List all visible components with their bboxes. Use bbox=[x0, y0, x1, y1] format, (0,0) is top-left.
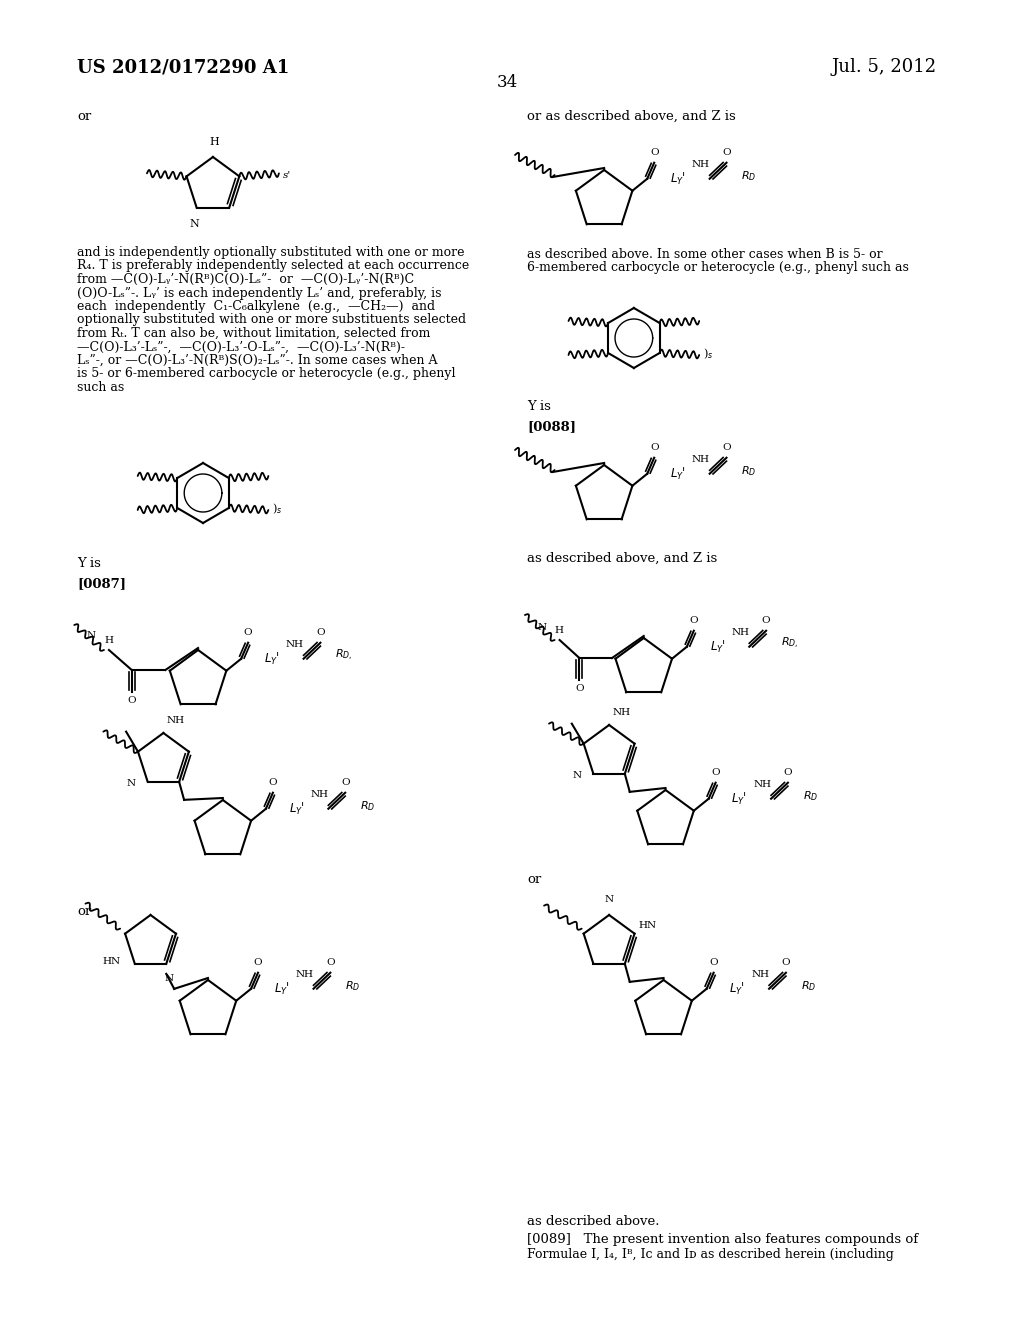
Text: H: H bbox=[555, 626, 563, 635]
Text: and is independently optionally substituted with one or more: and is independently optionally substitu… bbox=[77, 246, 465, 259]
Text: N: N bbox=[165, 974, 174, 983]
Text: $L_Y$': $L_Y$' bbox=[264, 651, 280, 667]
Text: NH: NH bbox=[612, 708, 630, 717]
Text: s': s' bbox=[283, 170, 291, 180]
Text: O: O bbox=[326, 958, 335, 966]
Text: O: O bbox=[575, 684, 584, 693]
Text: N: N bbox=[754, 780, 762, 789]
Text: O: O bbox=[783, 768, 793, 776]
Text: N: N bbox=[87, 631, 96, 640]
Text: $R_D$: $R_D$ bbox=[345, 979, 360, 993]
Text: $L_Y$': $L_Y$' bbox=[670, 170, 686, 186]
Text: $L_Y$': $L_Y$' bbox=[273, 981, 290, 997]
Text: H: H bbox=[699, 160, 709, 169]
Text: from Rₜ. T can also be, without limitation, selected from: from Rₜ. T can also be, without limitati… bbox=[77, 327, 431, 341]
Text: N: N bbox=[731, 628, 740, 636]
Text: or: or bbox=[77, 110, 91, 123]
Text: (O)O-Lₛ”-. Lᵧ’ is each independently Lₛ’ and, preferably, is: (O)O-Lₛ”-. Lᵧ’ is each independently Lₛ’… bbox=[77, 286, 441, 300]
Text: O: O bbox=[710, 958, 718, 966]
Text: $L_Y$': $L_Y$' bbox=[670, 466, 686, 482]
Text: each  independently  C₁-C₆alkylene  (e.g.,  —CH₂—)  and: each independently C₁-C₆alkylene (e.g., … bbox=[77, 300, 435, 313]
Text: 34: 34 bbox=[497, 74, 518, 91]
Text: as described above, and Z is: as described above, and Z is bbox=[527, 552, 717, 565]
Text: O: O bbox=[127, 696, 136, 705]
Text: Y is: Y is bbox=[527, 400, 551, 413]
Text: O: O bbox=[341, 777, 349, 787]
Text: $R_D$: $R_D$ bbox=[741, 169, 757, 182]
Text: [0088]: [0088] bbox=[527, 420, 575, 433]
Text: N: N bbox=[310, 789, 319, 799]
Text: or: or bbox=[77, 906, 91, 917]
Text: H: H bbox=[699, 454, 709, 463]
Text: O: O bbox=[781, 958, 791, 966]
Text: or as described above, and Z is: or as described above, and Z is bbox=[527, 110, 735, 123]
Text: H: H bbox=[759, 970, 768, 978]
Text: optionally substituted with one or more substituents selected: optionally substituted with one or more … bbox=[77, 314, 466, 326]
Text: H: H bbox=[209, 137, 219, 147]
Text: O: O bbox=[268, 777, 278, 787]
Text: H: H bbox=[294, 640, 303, 648]
Text: Formulae I, I₄, Iᴮ, Iᴄ and Iᴅ as described herein (including: Formulae I, I₄, Iᴮ, Iᴄ and Iᴅ as describ… bbox=[527, 1247, 894, 1261]
Text: O: O bbox=[650, 148, 658, 157]
Text: as described above. In some other cases when B is 5- or: as described above. In some other cases … bbox=[527, 248, 883, 261]
Text: O: O bbox=[650, 442, 658, 451]
Text: [0087]: [0087] bbox=[77, 577, 126, 590]
Text: N: N bbox=[538, 623, 547, 632]
Text: Jul. 5, 2012: Jul. 5, 2012 bbox=[831, 58, 937, 77]
Text: $R_{D,}$: $R_{D,}$ bbox=[335, 648, 352, 663]
Text: Y is: Y is bbox=[77, 557, 101, 570]
Text: O: O bbox=[712, 768, 720, 776]
Text: HN: HN bbox=[639, 920, 656, 929]
Text: O: O bbox=[722, 442, 731, 451]
Text: N: N bbox=[296, 970, 305, 978]
Text: [0089]   The present invention also features compounds of: [0089] The present invention also featur… bbox=[527, 1233, 919, 1246]
Text: O: O bbox=[722, 148, 731, 157]
Text: such as: such as bbox=[77, 381, 125, 393]
Text: N: N bbox=[752, 970, 761, 978]
Text: )$_s$: )$_s$ bbox=[272, 502, 283, 516]
Text: O: O bbox=[244, 628, 253, 636]
Text: or: or bbox=[527, 873, 541, 886]
Text: NH: NH bbox=[166, 715, 184, 725]
Text: O: O bbox=[316, 628, 325, 636]
Text: —C(O)-L₃’-Lₛ”-,  —C(O)-L₃’-O-Lₛ”-,  —C(O)-L₃’-N(Rᴮ)-: —C(O)-L₃’-Lₛ”-, —C(O)-L₃’-O-Lₛ”-, —C(O)-… bbox=[77, 341, 406, 354]
Text: N: N bbox=[127, 779, 136, 788]
Text: $L_Y$': $L_Y$' bbox=[731, 791, 748, 807]
Text: HN: HN bbox=[102, 957, 121, 966]
Text: as described above.: as described above. bbox=[527, 1214, 659, 1228]
Text: H: H bbox=[318, 789, 328, 799]
Text: O: O bbox=[254, 958, 262, 966]
Text: N: N bbox=[189, 219, 200, 228]
Text: H: H bbox=[104, 636, 113, 645]
Text: R₄. T is preferably independently selected at each occurrence: R₄. T is preferably independently select… bbox=[77, 260, 469, 272]
Text: $R_{D,}$: $R_{D,}$ bbox=[781, 636, 799, 651]
Text: $R_D$: $R_D$ bbox=[741, 463, 757, 478]
Text: O: O bbox=[689, 615, 698, 624]
Text: $R_D$: $R_D$ bbox=[803, 789, 818, 803]
Text: N: N bbox=[692, 160, 701, 169]
Text: Lₛ”-, or —C(O)-L₃’-N(Rᴮ)S(O)₂-Lₛ”-. In some cases when A: Lₛ”-, or —C(O)-L₃’-N(Rᴮ)S(O)₂-Lₛ”-. In s… bbox=[77, 354, 437, 367]
Text: $L_Y$': $L_Y$' bbox=[710, 639, 726, 655]
Text: $R_D$: $R_D$ bbox=[801, 979, 816, 993]
Text: H: H bbox=[739, 628, 749, 636]
Text: US 2012/0172290 A1: US 2012/0172290 A1 bbox=[77, 58, 290, 77]
Text: H: H bbox=[303, 970, 312, 978]
Text: $L_Y$': $L_Y$' bbox=[289, 801, 305, 817]
Text: O: O bbox=[762, 615, 770, 624]
Text: )$_s$: )$_s$ bbox=[703, 347, 714, 362]
Text: $R_D$: $R_D$ bbox=[360, 799, 376, 813]
Text: N: N bbox=[572, 771, 582, 780]
Text: is 5- or 6-membered carbocycle or heterocycle (e.g., phenyl: is 5- or 6-membered carbocycle or hetero… bbox=[77, 367, 456, 380]
Text: 6-membered carbocycle or heterocycle (e.g., phenyl such as: 6-membered carbocycle or heterocycle (e.… bbox=[527, 261, 908, 275]
Text: H: H bbox=[761, 780, 770, 789]
Text: N: N bbox=[604, 895, 613, 904]
Text: from —C(O)-Lᵧ’-N(Rᴮ)C(O)-Lₛ”-  or  —C(O)-Lᵧ’-N(Rᴮ)C: from —C(O)-Lᵧ’-N(Rᴮ)C(O)-Lₛ”- or —C(O)-L… bbox=[77, 273, 415, 286]
Text: $L_Y$': $L_Y$' bbox=[729, 981, 745, 997]
Text: N: N bbox=[286, 640, 295, 648]
Text: N: N bbox=[692, 454, 701, 463]
